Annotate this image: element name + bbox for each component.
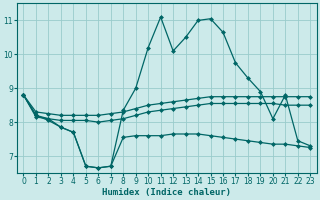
X-axis label: Humidex (Indice chaleur): Humidex (Indice chaleur) (102, 188, 231, 197)
